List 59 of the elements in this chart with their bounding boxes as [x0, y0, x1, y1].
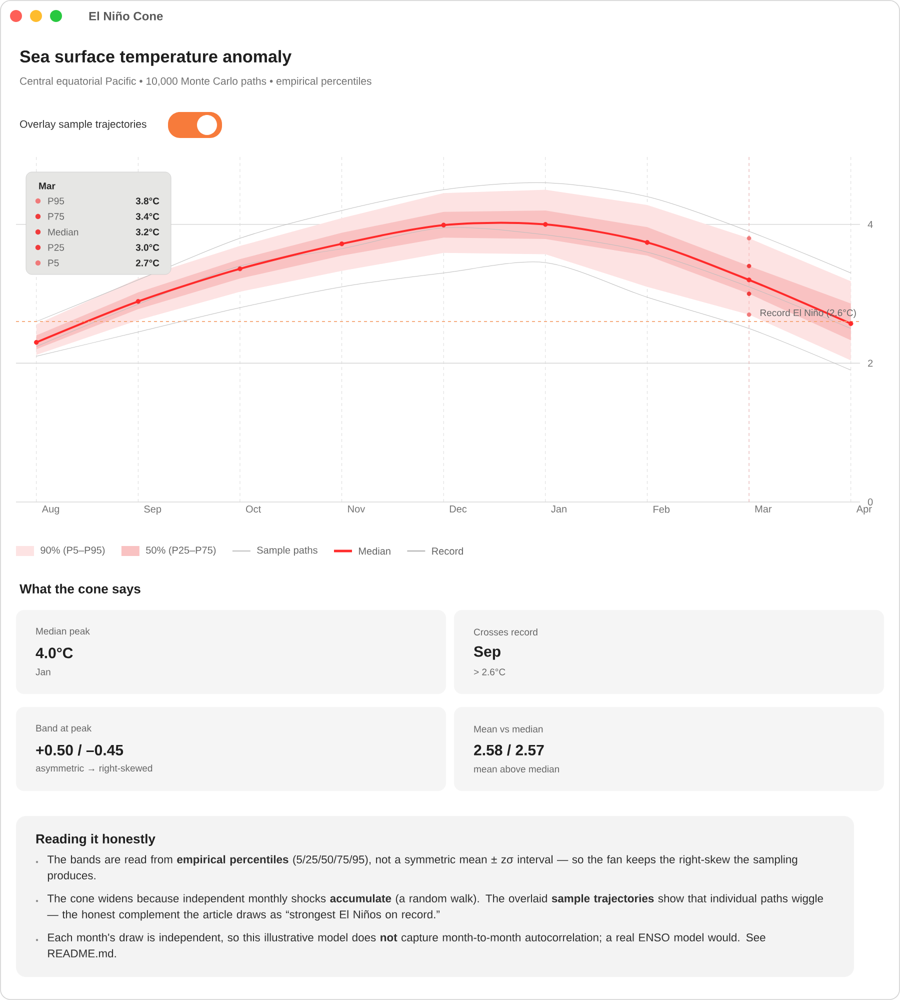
legend-label: 90% (P5–P95) [40, 546, 105, 556]
text: Crosses record [474, 628, 538, 636]
legend-label: Sample paths [257, 546, 318, 556]
annotation: 3.2°C [136, 228, 160, 236]
text: mean above median [474, 766, 559, 772]
annotation: P25 [48, 244, 64, 251]
x-tick-label: Feb [654, 506, 670, 513]
text: +0.50 / –0.45 [36, 744, 124, 756]
text: Record [432, 547, 463, 555]
text: The bands are read from empirical percentiles (5/25/50/75/95), not a symmetric mean ± zσ interval — so the fan keeps the right-skew the sampling produces. [47, 855, 798, 882]
x-tick-label: Mar [755, 506, 772, 512]
text: Reading it honestly [36, 834, 156, 846]
x-tick-label: Apr [856, 506, 872, 514]
text: Sep [474, 646, 500, 660]
annotation: Median [48, 228, 78, 236]
point [34, 340, 39, 345]
annotation: 2.7°C [136, 260, 160, 266]
annotation: P75 [48, 213, 64, 220]
text: What the cone says [20, 584, 140, 596]
point [339, 241, 344, 246]
text: The cone widens because independent monthly shocks accumulate (a random walk). The overlaid sample trajectories show that individual paths wiggle — the honest complement the article draws as “strongest El Niños on record.” [47, 894, 823, 921]
y-tick-label: 0 [868, 498, 873, 506]
text: Jan [36, 668, 50, 676]
annotation: 3.0°C [136, 244, 160, 251]
ref-line-label: Record El Niño (2.6°C) [760, 309, 856, 318]
x-tick-label: Nov [348, 506, 366, 512]
point [746, 278, 752, 282]
legend-label: Median [359, 547, 390, 555]
text: Each month's draw is independent, so this illustrative model does not capture month-to-month autocorrelation; a real ENSO model would. See README.md. [48, 933, 766, 958]
point [238, 266, 242, 272]
chart-title: Sea surface temperature anomaly [20, 50, 292, 66]
y-tick-label: 4 [868, 220, 873, 228]
annotation: P5 [48, 260, 59, 266]
point [543, 222, 548, 227]
x-tick-label: Oct [246, 506, 262, 513]
chart-subtitle: Central equatorial Pacific • 10,000 Monte Carlo paths • empirical percentiles [20, 77, 372, 87]
x-tick-label: Jan [551, 506, 566, 512]
legend-label: 50% (P25–P75) [146, 546, 216, 556]
text: Mean vs median [474, 726, 543, 732]
annotation: P95 [48, 198, 64, 204]
point [848, 321, 854, 326]
text: El Niño Cone [89, 12, 163, 20]
text: Median peak [36, 628, 90, 636]
text: > 2.6°C [474, 668, 506, 676]
text: asymmetric → right-skewed [36, 764, 152, 774]
y-tick-label: 2 [868, 360, 873, 367]
annotation: 3.4°C [136, 213, 160, 220]
annotation: 3.8°C [136, 198, 160, 204]
annotation: Mar [39, 182, 56, 190]
x-tick-label: Sep [144, 506, 162, 515]
text: Overlay sample trajectories [20, 120, 146, 130]
point [136, 299, 141, 304]
point [441, 222, 446, 228]
x-tick-label: Aug [42, 506, 60, 514]
x-tick-label: Dec [450, 506, 467, 512]
point [644, 240, 650, 245]
text: 2.58 / 2.57 [474, 744, 544, 756]
text: 4.0°C [36, 648, 73, 658]
text: Band at peak [36, 724, 92, 734]
